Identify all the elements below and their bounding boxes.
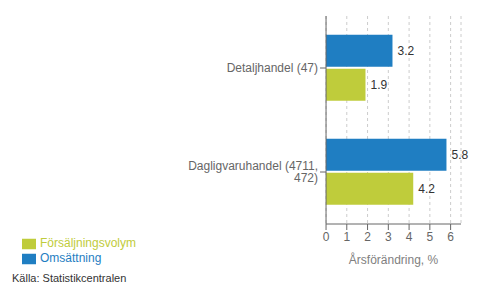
svg-text:3.2: 3.2 — [397, 44, 414, 58]
svg-text:1.9: 1.9 — [370, 78, 387, 92]
svg-text:4: 4 — [406, 230, 413, 244]
svg-text:1: 1 — [343, 230, 350, 244]
svg-text:6: 6 — [447, 230, 454, 244]
html-text:Källa: Statistikcentralen: Källa: Statistikcentralen — [12, 272, 127, 284]
svg-text:0: 0 — [323, 230, 330, 244]
svg-text:Detaljhandel (47): Detaljhandel (47) — [227, 61, 318, 75]
svg-text:2: 2 — [364, 230, 371, 244]
svg-text:5.8: 5.8 — [451, 148, 468, 162]
html-text:Försäljningsvolym: Försäljningsvolym — [40, 236, 136, 251]
svg-text:5: 5 — [427, 230, 434, 244]
html-text:Omsättning: Omsättning — [40, 251, 102, 266]
svg-text:3: 3 — [385, 230, 392, 244]
svg-text:4.2: 4.2 — [418, 182, 435, 196]
svg-text:Dagligvaruhandel (4711,472): Dagligvaruhandel (4711,472) — [188, 159, 318, 185]
svg-text:Årsförändring, %: Årsförändring, % — [349, 252, 439, 267]
